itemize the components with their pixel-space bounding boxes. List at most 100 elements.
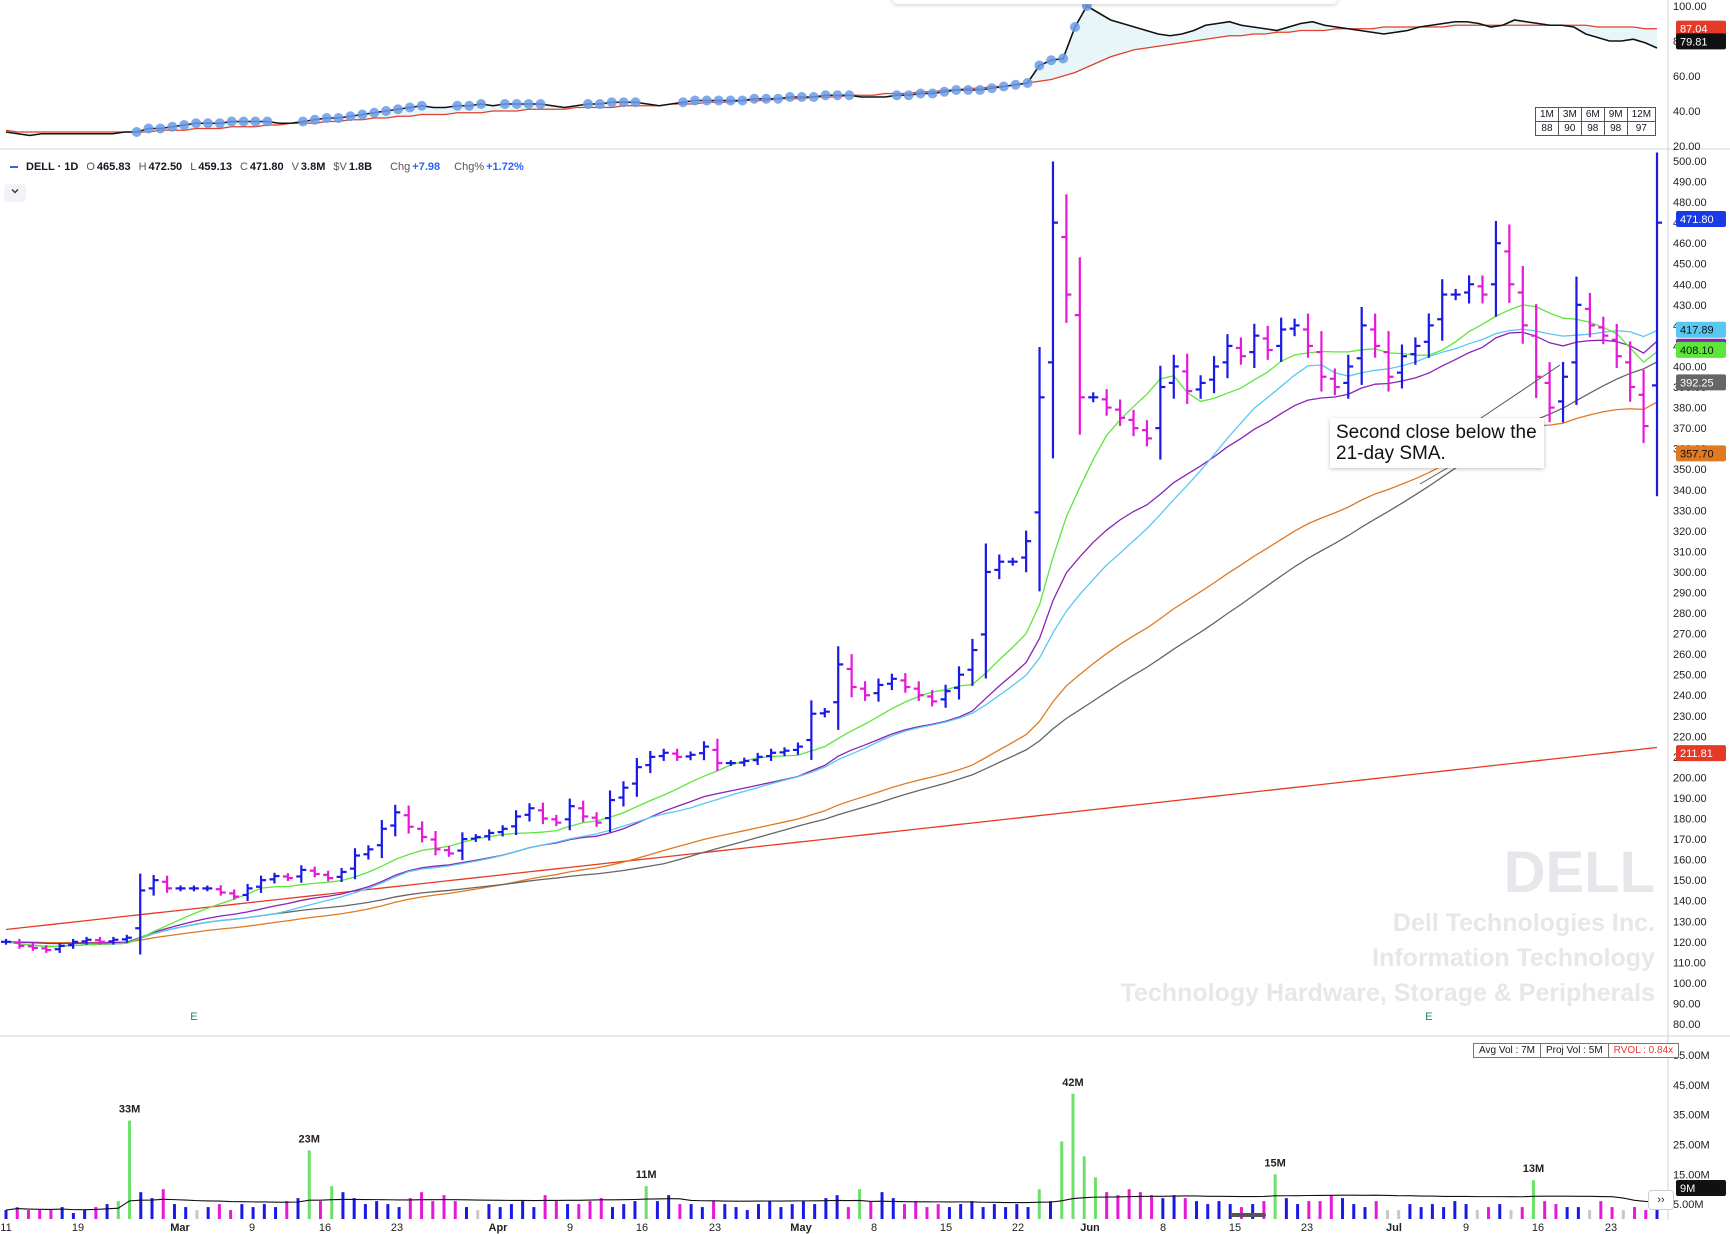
ohlc-bar bbox=[739, 757, 750, 767]
legend-close-label: C bbox=[239, 161, 248, 173]
ohlc-bar bbox=[497, 825, 508, 837]
volume-bar bbox=[1037, 1189, 1041, 1219]
rs-new-high-dot bbox=[476, 99, 487, 109]
ohlc-bar bbox=[967, 638, 978, 686]
chart-annotation-callout[interactable]: Second close below the 21-day SMA. bbox=[1330, 418, 1544, 468]
ohlc-bar bbox=[766, 748, 777, 761]
price-axis-tick: 270.00 bbox=[1673, 629, 1707, 641]
ma50-line bbox=[5, 361, 1658, 948]
volume-bar bbox=[1318, 1201, 1322, 1219]
rs-new-high-dot bbox=[214, 118, 225, 129]
rs-new-high-dot bbox=[939, 86, 950, 97]
legend-high-label: H bbox=[138, 161, 147, 173]
rs-new-high-dot bbox=[250, 116, 261, 127]
ohlc-bar bbox=[1584, 292, 1595, 338]
ohlc-bar bbox=[1021, 530, 1032, 573]
rs-new-high-dot bbox=[808, 92, 819, 102]
volume-axis-tick: 25.00M bbox=[1673, 1139, 1710, 1151]
volume-bar bbox=[858, 1189, 862, 1219]
volume-bar bbox=[464, 1207, 468, 1219]
volume-bar bbox=[610, 1207, 614, 1219]
scroll-to-realtime-button[interactable]: ›› bbox=[1648, 1190, 1674, 1210]
legend-change: +7.98 bbox=[412, 161, 441, 173]
volume-bar bbox=[1228, 1204, 1232, 1219]
volume-bar bbox=[296, 1198, 300, 1219]
ohlc-bar bbox=[1598, 316, 1609, 345]
volume-bar bbox=[318, 1201, 322, 1219]
volume-bar bbox=[498, 1207, 502, 1219]
rs-new-high-dot bbox=[606, 97, 617, 108]
volume-bar bbox=[588, 1201, 592, 1219]
rs-new-high-dot bbox=[773, 93, 784, 104]
volume-bar bbox=[105, 1204, 109, 1219]
volume-bar bbox=[633, 1201, 637, 1219]
ohlc-bar bbox=[698, 741, 709, 761]
volume-label: 23M bbox=[299, 1133, 320, 1145]
volume-bar bbox=[700, 1207, 704, 1219]
price-axis-tick: 90.00 bbox=[1673, 998, 1701, 1010]
ohlc-bar bbox=[658, 748, 669, 761]
volume-bar bbox=[1251, 1204, 1255, 1219]
volume-bar bbox=[1397, 1210, 1401, 1219]
ma50-value-tag-text: 392.25 bbox=[1680, 377, 1714, 389]
volume-bar bbox=[1531, 1180, 1535, 1219]
volume-bar bbox=[442, 1195, 446, 1219]
time-axis-tick: 9 bbox=[249, 1222, 255, 1234]
price-axis-tick: 290.00 bbox=[1673, 588, 1707, 600]
series-color-icon bbox=[10, 166, 18, 168]
rs-period-3m: 3M bbox=[1557, 107, 1582, 122]
price-axis-tick: 220.00 bbox=[1673, 731, 1707, 743]
ohlc-bar bbox=[1504, 224, 1515, 303]
volume-bar bbox=[1082, 1156, 1086, 1219]
volume-bar bbox=[1419, 1207, 1423, 1219]
volume-bar bbox=[1554, 1204, 1558, 1219]
ohlc-bar bbox=[1571, 276, 1582, 405]
rs-line bbox=[5, 4, 1658, 137]
rs-new-high-dot bbox=[796, 92, 807, 102]
ohlc-bar bbox=[1611, 323, 1622, 368]
ohlc-bar bbox=[1383, 331, 1394, 392]
popup-bottom-edge bbox=[892, 0, 1338, 4]
ohlc-bar bbox=[618, 781, 629, 807]
volume-bar bbox=[914, 1201, 918, 1219]
ohlc-bar bbox=[215, 885, 226, 896]
rs-panel bbox=[5, 1, 1658, 137]
rs-new-high-dot bbox=[238, 116, 249, 127]
rs-value-tag: 79.81 bbox=[1676, 33, 1726, 50]
ohlc-bar bbox=[1423, 313, 1434, 358]
ohlc-bar bbox=[1370, 313, 1381, 358]
ohlc-bar bbox=[645, 750, 656, 774]
volume-bar bbox=[431, 1201, 435, 1219]
volume-bar bbox=[83, 1210, 87, 1219]
volume-bar bbox=[1442, 1207, 1446, 1219]
ma200-line bbox=[5, 746, 1658, 931]
volume-average-line bbox=[5, 1194, 1658, 1211]
ohlc-bar bbox=[980, 543, 991, 679]
volume-bar bbox=[779, 1207, 783, 1219]
volume-bar bbox=[172, 1204, 176, 1219]
volume-bar bbox=[262, 1204, 266, 1219]
rs-value-tag-bg bbox=[1676, 33, 1726, 50]
ohlc-bar bbox=[27, 943, 38, 951]
rs-ma-value-tag-text: 87.04 bbox=[1680, 24, 1708, 36]
price-axis-tick: 240.00 bbox=[1673, 690, 1707, 702]
rs-new-high-dot bbox=[345, 111, 356, 122]
volume-bar bbox=[1329, 1195, 1333, 1219]
rs-new-high-dot bbox=[523, 99, 534, 109]
legend-symbol[interactable]: DELL · 1D bbox=[26, 161, 79, 173]
volume-bar bbox=[1127, 1189, 1131, 1219]
volume-bar bbox=[1116, 1195, 1120, 1219]
volume-bar bbox=[408, 1198, 412, 1219]
volume-bar bbox=[251, 1207, 255, 1219]
rs-new-high-dot bbox=[297, 116, 308, 127]
price-axis-tick: 330.00 bbox=[1673, 505, 1707, 517]
volume-bar bbox=[543, 1195, 547, 1219]
earnings-marker: E bbox=[190, 1011, 197, 1023]
ma10-value-tag-bg bbox=[1676, 341, 1726, 358]
legend-collapse-button[interactable] bbox=[4, 184, 26, 202]
rs-new-high-dot bbox=[820, 90, 831, 101]
volume-bar bbox=[307, 1150, 311, 1219]
time-axis-tick: 16 bbox=[636, 1222, 648, 1234]
ohlc-bar bbox=[1128, 409, 1139, 437]
